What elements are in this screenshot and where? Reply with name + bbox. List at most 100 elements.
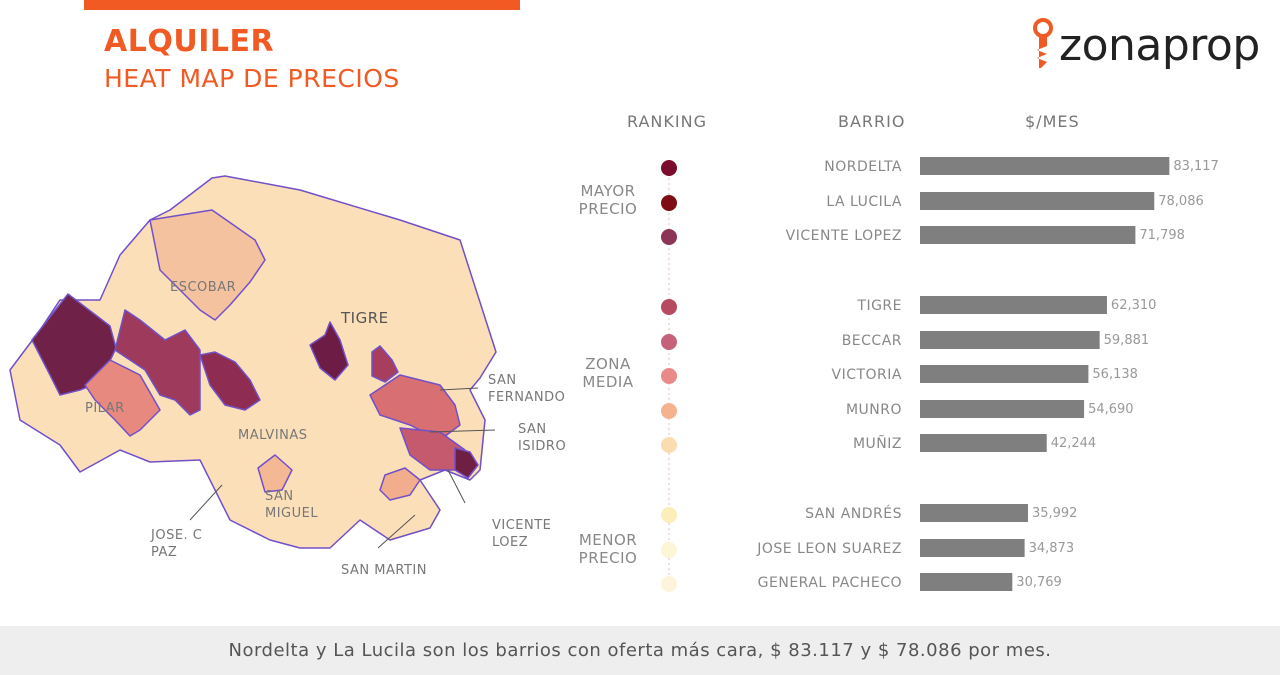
leader-line-san-martin (377, 514, 416, 549)
ranking-dot (661, 437, 677, 453)
map-label-san-isidro: SAN ISIDRO (518, 421, 566, 455)
price-value-label: 42,244 (1051, 436, 1097, 451)
map-region-san-fernando (371, 345, 399, 383)
leader-line-vicente-lopez (447, 469, 466, 504)
barrio-label: BECCAR (842, 333, 902, 349)
price-value-label: 34,873 (1029, 541, 1075, 556)
map-label-vicente-lopez: VICENTE LOEZ (492, 517, 551, 551)
footer-text: Nordelta y La Lucila son los barrios con… (228, 640, 1052, 661)
heat-map (9, 175, 497, 549)
group-label-mayor: MAYOR PRECIO (568, 182, 648, 218)
map-region-san-isidro (369, 374, 461, 441)
barrio-label: NORDELTA (824, 159, 902, 175)
footer: Nordelta y La Lucila son los barrios con… (0, 626, 1280, 675)
price-bar (920, 365, 1089, 383)
map-label-line: PAZ (151, 545, 178, 560)
price-bar (920, 539, 1025, 557)
map-label-line: SAN (265, 489, 294, 504)
barrio-label: VICENTE LOPEZ (786, 228, 902, 244)
barrio-label: LA LUCILA (826, 194, 902, 210)
key-icon (1033, 18, 1053, 68)
price-bar (920, 331, 1100, 349)
ranking-dot (661, 160, 677, 176)
group-label-line: MENOR (578, 531, 638, 549)
price-value-label: 71,798 (1139, 228, 1185, 243)
price-bar (920, 504, 1028, 522)
map-label-san-fernando: SAN FERNANDO (488, 372, 565, 406)
barrio-label: VICTORIA (832, 367, 903, 383)
logo-text: zonaprop (1059, 20, 1260, 71)
group-label-line: PRECIO (578, 549, 638, 567)
price-value-label: 54,690 (1088, 402, 1134, 417)
map-label-line: SAN (488, 373, 517, 388)
price-bar-chart: NORDELTA 83,117 LA LUCILA 78,086 VICENTE LOP… (661, 157, 1219, 592)
barrio-label: MUNRO (846, 402, 902, 418)
ranking-dot (661, 195, 677, 211)
price-bar (920, 192, 1155, 210)
map-region-base (9, 175, 497, 549)
price-bar (920, 400, 1085, 418)
map-region-west (114, 309, 201, 416)
page-title: ALQUILER (104, 24, 275, 59)
barrio-label: GENERAL PACHECO (758, 575, 902, 591)
ranking-dot (661, 229, 677, 245)
group-label-media: ZONA MEDIA (568, 355, 648, 391)
top-accent-bar (84, 0, 520, 10)
price-value-label: 62,310 (1111, 298, 1157, 313)
barrio-label: TIGRE (856, 298, 902, 314)
price-value-label: 30,769 (1016, 575, 1062, 590)
barrio-label: SAN ANDRÉS (805, 505, 902, 522)
ranking-dot (661, 507, 677, 523)
ranking-dot (661, 368, 677, 384)
barrio-header: BARRIO (838, 112, 906, 131)
price-bar (920, 226, 1136, 244)
map-label-pilar: PILAR (85, 401, 125, 416)
map-label-line: VICENTE (492, 518, 552, 533)
map-region-center (199, 351, 261, 411)
map-label-line: JOSE. C (151, 528, 203, 543)
precio-header: $/MES (1025, 112, 1080, 131)
map-label-malvinas: MALVINAS (238, 428, 308, 443)
map-label-line: SAN (518, 422, 547, 437)
ranking-dot (661, 542, 677, 558)
leader-line-jose-c-paz (189, 484, 223, 521)
map-label-line: FERNANDO (488, 390, 566, 405)
ranking-dot (661, 576, 677, 592)
ranking-dot (661, 403, 677, 419)
price-value-label: 59,881 (1104, 333, 1150, 348)
map-label-line: ISIDRO (518, 439, 567, 454)
map-region-san-martin (379, 467, 421, 501)
ranking-dot (661, 299, 677, 315)
map-label-san-miguel: SAN MIGUEL (265, 488, 318, 522)
price-bar (920, 296, 1107, 314)
barrio-label: JOSE LEON SUAREZ (756, 541, 902, 557)
map-label-jose-c-paz: JOSE. C PAZ (151, 527, 202, 561)
group-label-line: MEDIA (582, 373, 634, 391)
map-region-san-miguel (257, 454, 293, 493)
price-value-label: 35,992 (1032, 506, 1078, 521)
price-bar (920, 573, 1013, 591)
map-region-escobar (149, 209, 266, 321)
group-label-line: ZONA (585, 355, 631, 373)
map-label-escobar: ESCOBAR (170, 280, 237, 295)
map-label-line: LOEZ (492, 535, 529, 550)
ranking-header: RANKING (627, 112, 707, 131)
group-label-line: PRECIO (578, 200, 638, 218)
map-label-line: MIGUEL (265, 506, 319, 521)
map-region-tigre (309, 321, 349, 381)
leader-line-san-isidro (429, 429, 496, 433)
price-bar (920, 157, 1170, 175)
map-region-pilar (84, 359, 161, 437)
map-label-tigre: TIGRE (341, 309, 389, 327)
price-value-label: 83,117 (1173, 159, 1219, 174)
page-subtitle: HEAT MAP DE PRECIOS (104, 64, 400, 93)
barrio-label: MUÑIZ (853, 435, 902, 452)
zonaprop-logo: zonaprop (1025, 16, 1275, 76)
leader-line-san-fernando (439, 387, 479, 391)
map-region-vicente-lopez (454, 447, 479, 479)
ranking-dot (661, 334, 677, 350)
map-label-san-martin: SAN MARTIN (341, 563, 427, 578)
price-bar (920, 434, 1047, 452)
price-value-label: 78,086 (1158, 194, 1204, 209)
price-value-label: 56,138 (1092, 367, 1138, 382)
